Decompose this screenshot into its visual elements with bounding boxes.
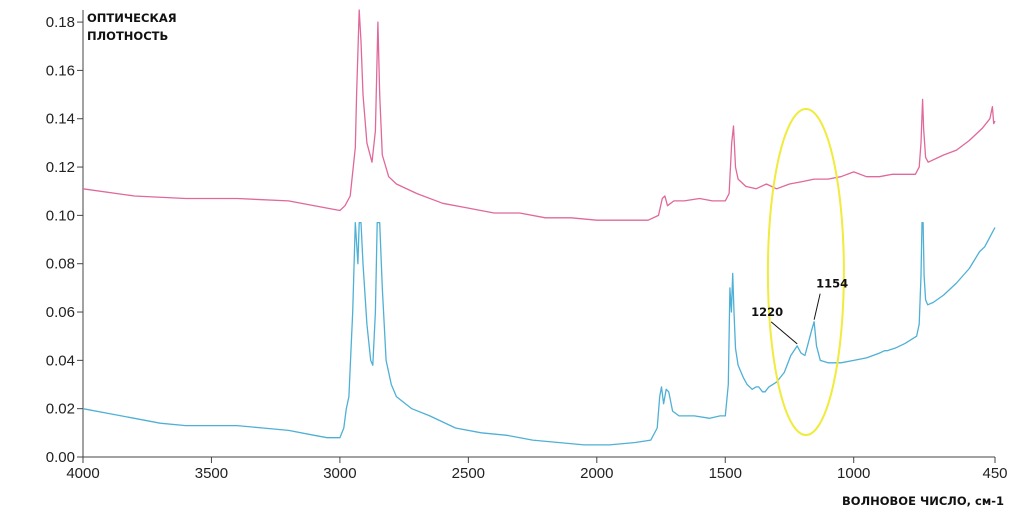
x-tick-label: 4000: [66, 465, 99, 482]
y-tick-label: 0.18: [46, 14, 75, 31]
x-tick-label: 2000: [580, 465, 613, 482]
annotation-layer: 1220 1154: [751, 277, 848, 345]
highlight-layer: [766, 108, 845, 436]
y-tick-label: 0.16: [46, 62, 75, 79]
y-tick-label: 0.00: [46, 449, 75, 466]
y-tick-label: 0.14: [46, 111, 75, 128]
x-tick-label: 3500: [195, 465, 228, 482]
x-tick-label: 1500: [709, 465, 742, 482]
y-tick-label: 0.06: [46, 304, 75, 321]
y-tick-label: 0.02: [46, 401, 75, 418]
x-tick-label: 450: [982, 465, 1007, 482]
y-tick-label: 0.12: [46, 159, 75, 176]
y-axis-title-line2: ПЛОТНОСТЬ: [87, 29, 168, 43]
annotation-label-1220: 1220: [751, 305, 783, 319]
y-tick-label: 0.08: [46, 256, 75, 273]
series-layer: [82, 9, 996, 446]
chart-axes: 0.00 0.02 0.04 0.06 0.08 0.10 0.12 0.14 0.16 0.18…: [46, 10, 1008, 482]
x-tick-label: 2500: [452, 465, 485, 482]
y-tick-label: 0.10: [46, 207, 75, 224]
y-tick-label: 0.04: [46, 352, 75, 369]
x-axis-title: ВОЛНОВОЕ ЧИСЛО, см-1: [842, 494, 1004, 508]
annotation-label-1154: 1154: [816, 277, 848, 291]
annotation-leader-1154: [813, 293, 821, 320]
highlight-ellipse: [766, 108, 845, 436]
x-tick-label: 3000: [323, 465, 356, 482]
spectrum-line-2: [82, 221, 996, 446]
y-axis-title-line1: ОПТИЧЕСКАЯ: [87, 11, 177, 25]
annotation-leader-1220: [770, 321, 798, 345]
spectrum-line-1: [82, 9, 996, 221]
x-tick-label: 1000: [837, 465, 870, 482]
